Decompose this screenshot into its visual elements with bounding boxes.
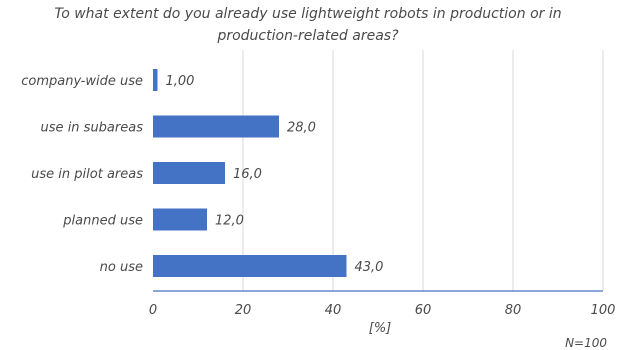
category-label: use in pilot areas: [31, 167, 143, 182]
category-label: use in subareas: [41, 121, 144, 136]
chart-title: To what extent do you already use lightw…: [54, 6, 561, 44]
x-tick-label-80: 80: [505, 303, 522, 318]
gridlines: [242, 50, 604, 291]
chart-title-line-1: To what extent do you already use lightw…: [54, 6, 561, 22]
value-label: 16,0: [233, 167, 262, 182]
category-label: planned use: [62, 214, 143, 229]
x-axis-ticks: 0 20 40 60 80 100: [149, 303, 616, 318]
x-tick-label-60: 60: [415, 303, 432, 318]
value-label: 1,00: [166, 74, 195, 89]
x-tick-label-100: 100: [591, 303, 616, 318]
x-tick-label-20: 20: [235, 303, 252, 318]
bar-use-in-pilot-areas: [153, 162, 225, 184]
x-tick-label-0: 0: [149, 303, 157, 318]
bar-planned-use: [153, 208, 207, 231]
category-label: no use: [100, 260, 143, 275]
x-axis-title: [%]: [369, 321, 392, 336]
x-tick-label-40: 40: [325, 303, 342, 318]
bars: [153, 69, 347, 277]
sample-size-note: N=100: [565, 336, 607, 350]
value-label: 43,0: [355, 260, 384, 275]
bar-use-in-subareas: [153, 115, 279, 138]
value-labels: 1,00 28,0 16,0 12,0 43,0: [166, 74, 384, 275]
bar-no-use: [153, 255, 347, 277]
category-label: company-wide use: [21, 74, 143, 89]
category-labels: company-wide use use in subareas use in pi…: [21, 74, 143, 275]
value-label: 12,0: [215, 214, 244, 229]
value-label: 28,0: [287, 121, 316, 136]
bar-company-wide-use: [153, 69, 158, 91]
chart-title-line-2: production-related areas?: [216, 28, 399, 44]
